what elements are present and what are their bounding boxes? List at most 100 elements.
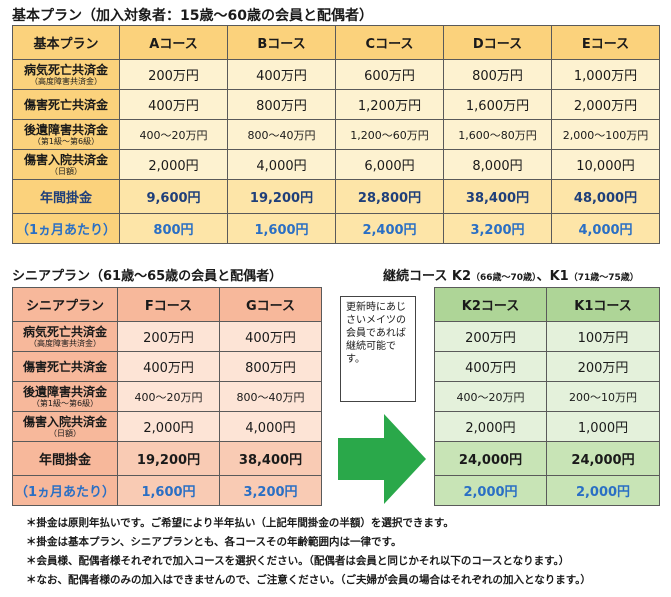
basic-plan-heading: 基本プラン（加入対象者：15歳～60歳の会員と配偶者） [12, 5, 373, 25]
table-cell: 1,600～80万円 [443, 119, 552, 150]
continuation-table: K2コース K1コース 200万円 100万円 400万円 200万円 400～… [434, 287, 660, 506]
table-cell: 2,000円 [117, 411, 220, 442]
row-label-main: 傷害入院共済金 [22, 414, 107, 429]
row-label-main: 後遺障害共済金 [23, 122, 108, 137]
table-cell: 800万円 [443, 59, 552, 90]
row-label-main: 傷害死亡共済金 [22, 359, 107, 374]
basic-header-cell: Aコース [119, 25, 228, 60]
row-label-sub: （第1級～第6級） [32, 136, 100, 146]
table-cell: 4,000円 [227, 149, 336, 180]
row-label: 後遺障害共済金 （第1級～第6級） [12, 119, 120, 150]
table-cell: 200万円 [434, 321, 547, 352]
row-label-main: 傷害死亡共済金 [23, 97, 108, 112]
continuation-heading: 継続コース K2（66歳～70歳）、K1（71歳～75歳） [383, 265, 639, 284]
monthly-premium-row: （1ヵ月あたり） 1,600円 3,200円 [12, 475, 322, 506]
annual-premium-row: 24,000円 24,000円 [434, 441, 660, 476]
continuation-header-cell: K1コース [546, 287, 660, 322]
table-cell: 1,600万円 [443, 89, 552, 120]
row-label: 傷害入院共済金 （日額） [12, 149, 120, 180]
monthly-premium-cell: 4,000円 [551, 213, 660, 244]
table-row: 病気死亡共済金 （高度障害共済金） 200万円 400万円 600万円 800万円… [12, 59, 660, 90]
table-row: 傷害死亡共済金 400万円 800万円 [12, 351, 322, 382]
footnote: ＊なお、配偶者様のみの加入はできませんので、ご注意ください。（ご夫婦が会員の場合… [26, 574, 591, 586]
monthly-premium-cell: 3,200円 [219, 475, 322, 506]
table-row: 400～20万円 200～10万円 [434, 381, 660, 412]
table-cell: 400万円 [219, 321, 322, 352]
k2-age-range: （66歳～70歳） [471, 273, 537, 283]
row-label-sub: （高度障害共済金） [29, 338, 101, 348]
table-cell: 800～40万円 [227, 119, 336, 150]
senior-header-cell: Gコース [219, 287, 322, 322]
senior-header-cell: Fコース [117, 287, 220, 322]
table-cell: 400万円 [227, 59, 336, 90]
table-cell: 1,200万円 [335, 89, 444, 120]
row-label-main: 病気死亡共済金 [23, 62, 108, 77]
monthly-premium-cell: 1,600円 [227, 213, 336, 244]
monthly-premium-cell: 2,400円 [335, 213, 444, 244]
monthly-premium-label: （1ヵ月あたり） [12, 475, 118, 506]
row-label: 傷害入院共済金 （日額） [12, 411, 118, 442]
table-cell: 400～20万円 [117, 381, 220, 412]
basic-header-cell: Bコース [227, 25, 336, 60]
table-cell: 1,000円 [546, 411, 660, 442]
row-label: 病気死亡共済金 （高度障害共済金） [12, 321, 118, 352]
table-cell: 600万円 [335, 59, 444, 90]
annual-premium-cell: 19,200円 [117, 441, 220, 476]
monthly-premium-cell: 1,600円 [117, 475, 220, 506]
row-label-sub: （日額） [50, 166, 82, 176]
table-cell: 800万円 [219, 351, 322, 382]
basic-plan-subtitle: （加入対象者：15歳～60歳の会員と配偶者） [82, 8, 373, 24]
table-cell: 400万円 [119, 89, 228, 120]
renewal-note-box: 更新時にあじさいメイツの会員であれば継続可能です。 [340, 296, 416, 402]
row-label-sub: （日額） [49, 428, 81, 438]
table-cell: 800～40万円 [219, 381, 322, 412]
annual-premium-cell: 24,000円 [546, 441, 660, 476]
table-cell: 400～20万円 [119, 119, 228, 150]
row-label-main: 後遺障害共済金 [22, 384, 107, 399]
annual-premium-label: 年間掛金 [12, 441, 118, 476]
annual-premium-cell: 48,000円 [551, 179, 660, 214]
annual-premium-cell: 19,200円 [227, 179, 336, 214]
table-row: 傷害入院共済金 （日額） 2,000円 4,000円 [12, 411, 322, 442]
annual-premium-label: 年間掛金 [12, 179, 120, 214]
monthly-premium-row: 2,000円 2,000円 [434, 475, 660, 506]
continuation-title: 継続コース K2 [383, 269, 471, 284]
table-row: 後遺障害共済金 （第1級～第6級） 400～20万円 800～40万円 [12, 381, 322, 412]
basic-header-cell: Eコース [551, 25, 660, 60]
monthly-premium-cell: 3,200円 [443, 213, 552, 244]
row-label: 傷害死亡共済金 [12, 89, 120, 120]
table-cell: 100万円 [546, 321, 660, 352]
monthly-premium-cell: 2,000円 [546, 475, 660, 506]
continuation-header-row: K2コース K1コース [434, 287, 660, 322]
table-cell: 200万円 [119, 59, 228, 90]
table-cell: 200万円 [546, 351, 660, 382]
arrow-right-icon [338, 414, 426, 504]
row-label: 後遺障害共済金 （第1級～第6級） [12, 381, 118, 412]
table-row: 2,000円 1,000円 [434, 411, 660, 442]
table-cell: 2,000円 [434, 411, 547, 442]
monthly-premium-cell: 800円 [119, 213, 228, 244]
senior-header-cell: シニアプラン [12, 287, 118, 322]
senior-header-row: シニアプラン Fコース Gコース [12, 287, 322, 322]
footnote: ＊掛金は原則年払いです。ご希望により半年払い（上記年間掛金の半額）を選択できます… [26, 517, 454, 529]
row-label-sub: （高度障害共済金） [30, 76, 102, 86]
senior-plan-table: シニアプラン Fコース Gコース 病気死亡共済金 （高度障害共済金） 200万円 … [12, 287, 322, 506]
table-cell: 400万円 [434, 351, 547, 382]
table-cell: 6,000円 [335, 149, 444, 180]
table-cell: 200～10万円 [546, 381, 660, 412]
table-cell: 2,000円 [119, 149, 228, 180]
table-cell: 1,000万円 [551, 59, 660, 90]
table-cell: 800万円 [227, 89, 336, 120]
annual-premium-cell: 9,600円 [119, 179, 228, 214]
basic-plan-table: 基本プラン Aコース Bコース Cコース Dコース Eコース 病気死亡共済金 （高… [12, 25, 660, 244]
annual-premium-cell: 38,400円 [443, 179, 552, 214]
table-cell: 8,000円 [443, 149, 552, 180]
table-row: 後遺障害共済金 （第1級～第6級） 400～20万円 800～40万円 1,200… [12, 119, 660, 150]
table-cell: 2,000～100万円 [551, 119, 660, 150]
annual-premium-row: 年間掛金 19,200円 38,400円 [12, 441, 322, 476]
table-row: 傷害死亡共済金 400万円 800万円 1,200万円 1,600万円 2,00… [12, 89, 660, 120]
basic-header-cell: Cコース [335, 25, 444, 60]
annual-premium-row: 年間掛金 9,600円 19,200円 28,800円 38,400円 48,0… [12, 179, 660, 214]
table-cell: 1,200～60万円 [335, 119, 444, 150]
basic-header-cell: Dコース [443, 25, 552, 60]
